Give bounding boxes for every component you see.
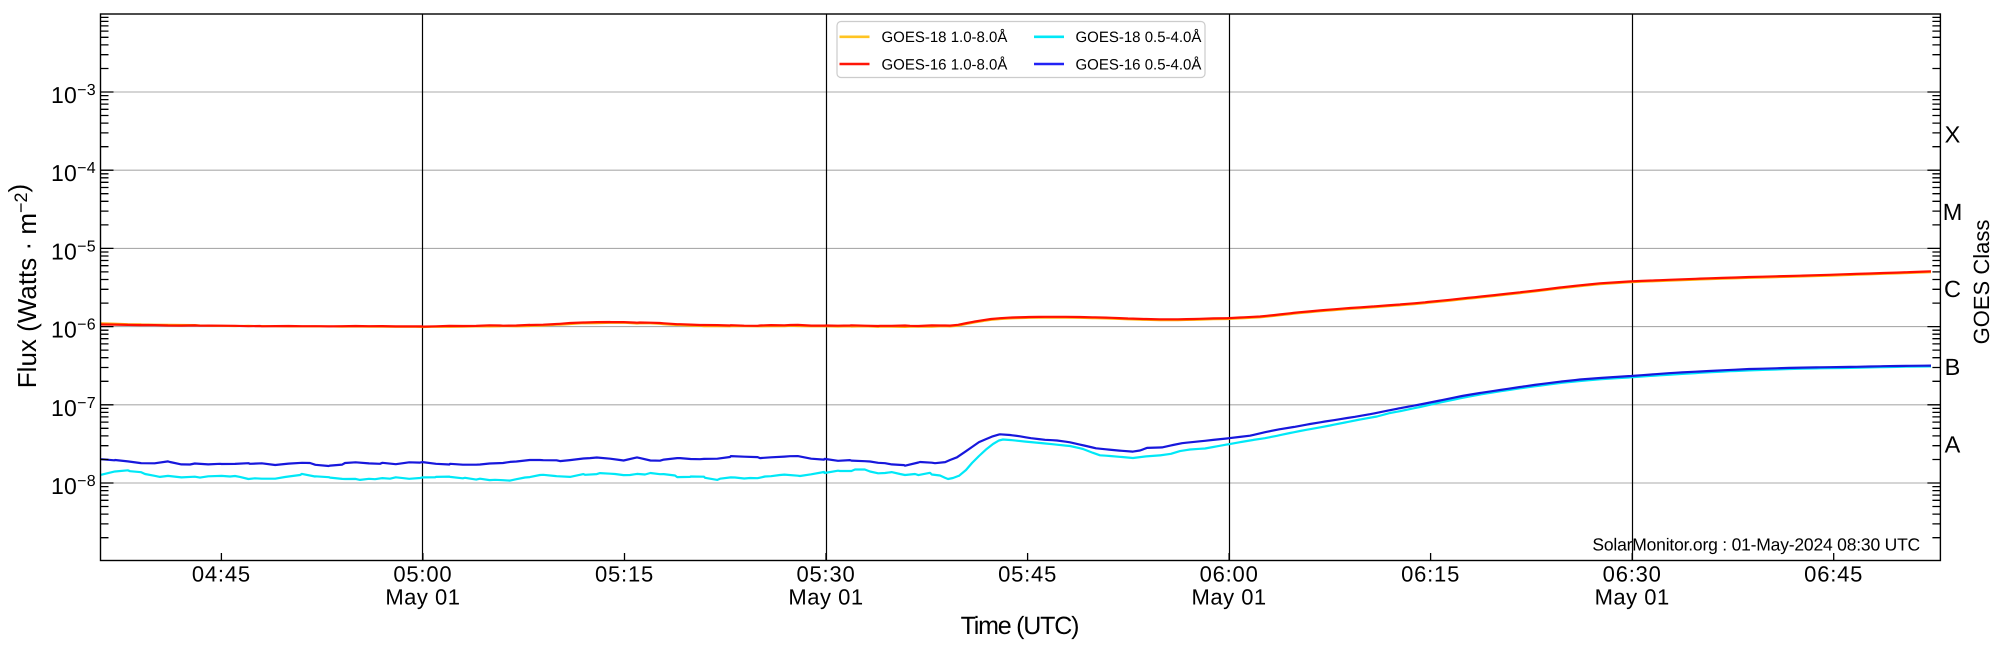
svg-text:06:45: 06:45 xyxy=(1804,562,1863,587)
svg-text:GOES Class: GOES Class xyxy=(1969,220,1994,345)
svg-text:06:30: 06:30 xyxy=(1603,562,1662,587)
svg-text:SolarMonitor.org : 01-May-2024: SolarMonitor.org : 01-May-2024 08:30 UTC xyxy=(1592,534,1920,554)
svg-text:04:45: 04:45 xyxy=(192,562,251,587)
svg-text:05:00: 05:00 xyxy=(393,562,452,587)
svg-text:C: C xyxy=(1944,276,1961,302)
svg-text:10−3: 10−3 xyxy=(51,82,96,108)
svg-text:05:15: 05:15 xyxy=(595,562,654,587)
svg-text:B: B xyxy=(1945,354,1961,380)
svg-text:GOES-16 0.5-4.0Å: GOES-16 0.5-4.0Å xyxy=(1076,55,1202,73)
svg-text:06:15: 06:15 xyxy=(1401,562,1460,587)
svg-text:M: M xyxy=(1943,199,1963,225)
svg-text:05:30: 05:30 xyxy=(796,562,855,587)
svg-text:05:45: 05:45 xyxy=(998,562,1057,587)
svg-text:GOES-18 0.5-4.0Å: GOES-18 0.5-4.0Å xyxy=(1076,28,1202,46)
svg-text:06:00: 06:00 xyxy=(1200,562,1259,587)
svg-text:10−8: 10−8 xyxy=(51,473,96,499)
svg-text:GOES-16 1.0-8.0Å: GOES-16 1.0-8.0Å xyxy=(882,55,1008,73)
svg-text:May 01: May 01 xyxy=(1595,584,1670,609)
svg-text:GOES-18 1.0-8.0Å: GOES-18 1.0-8.0Å xyxy=(882,28,1008,46)
svg-text:10−7: 10−7 xyxy=(51,395,96,421)
svg-text:May 01: May 01 xyxy=(1192,584,1267,609)
svg-text:X: X xyxy=(1945,122,1961,148)
svg-text:A: A xyxy=(1945,432,1961,458)
svg-text:May 01: May 01 xyxy=(385,584,460,609)
svg-text:May 01: May 01 xyxy=(788,584,863,609)
svg-text:Time (UTC): Time (UTC) xyxy=(961,612,1079,640)
